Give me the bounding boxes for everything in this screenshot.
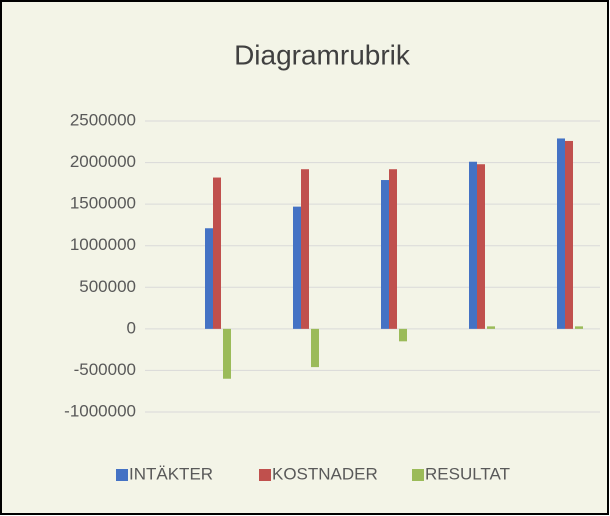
legend-label: INTÄKTER (129, 464, 213, 483)
bar (213, 177, 221, 329)
legend-label: KOSTNADER (272, 464, 378, 483)
bar (399, 328, 407, 342)
bar (301, 169, 309, 329)
bar (565, 140, 573, 329)
chart-title: Diagramrubrik (234, 39, 411, 70)
legend-swatch (259, 469, 271, 481)
legend-label: RESULTAT (425, 464, 510, 483)
bar (311, 328, 319, 368)
y-tick-label: -500000 (74, 360, 136, 379)
legend-swatch (412, 469, 424, 481)
bar (477, 164, 485, 329)
bar (575, 326, 583, 329)
y-tick-label: -1000000 (64, 401, 136, 420)
bar (469, 161, 477, 329)
bar (557, 138, 565, 329)
bar (487, 326, 495, 329)
bar (381, 180, 389, 329)
bar (223, 328, 231, 379)
bar (293, 206, 301, 329)
legend-swatch (116, 469, 128, 481)
y-tick-label: 0 (127, 318, 136, 337)
bar (205, 228, 213, 329)
y-tick-label: 1500000 (70, 194, 136, 213)
bar (389, 169, 397, 329)
y-tick-label: 500000 (79, 277, 136, 296)
y-tick-label: 2000000 (70, 152, 136, 171)
y-tick-label: 2500000 (70, 110, 136, 129)
y-tick-label: 1000000 (70, 235, 136, 254)
